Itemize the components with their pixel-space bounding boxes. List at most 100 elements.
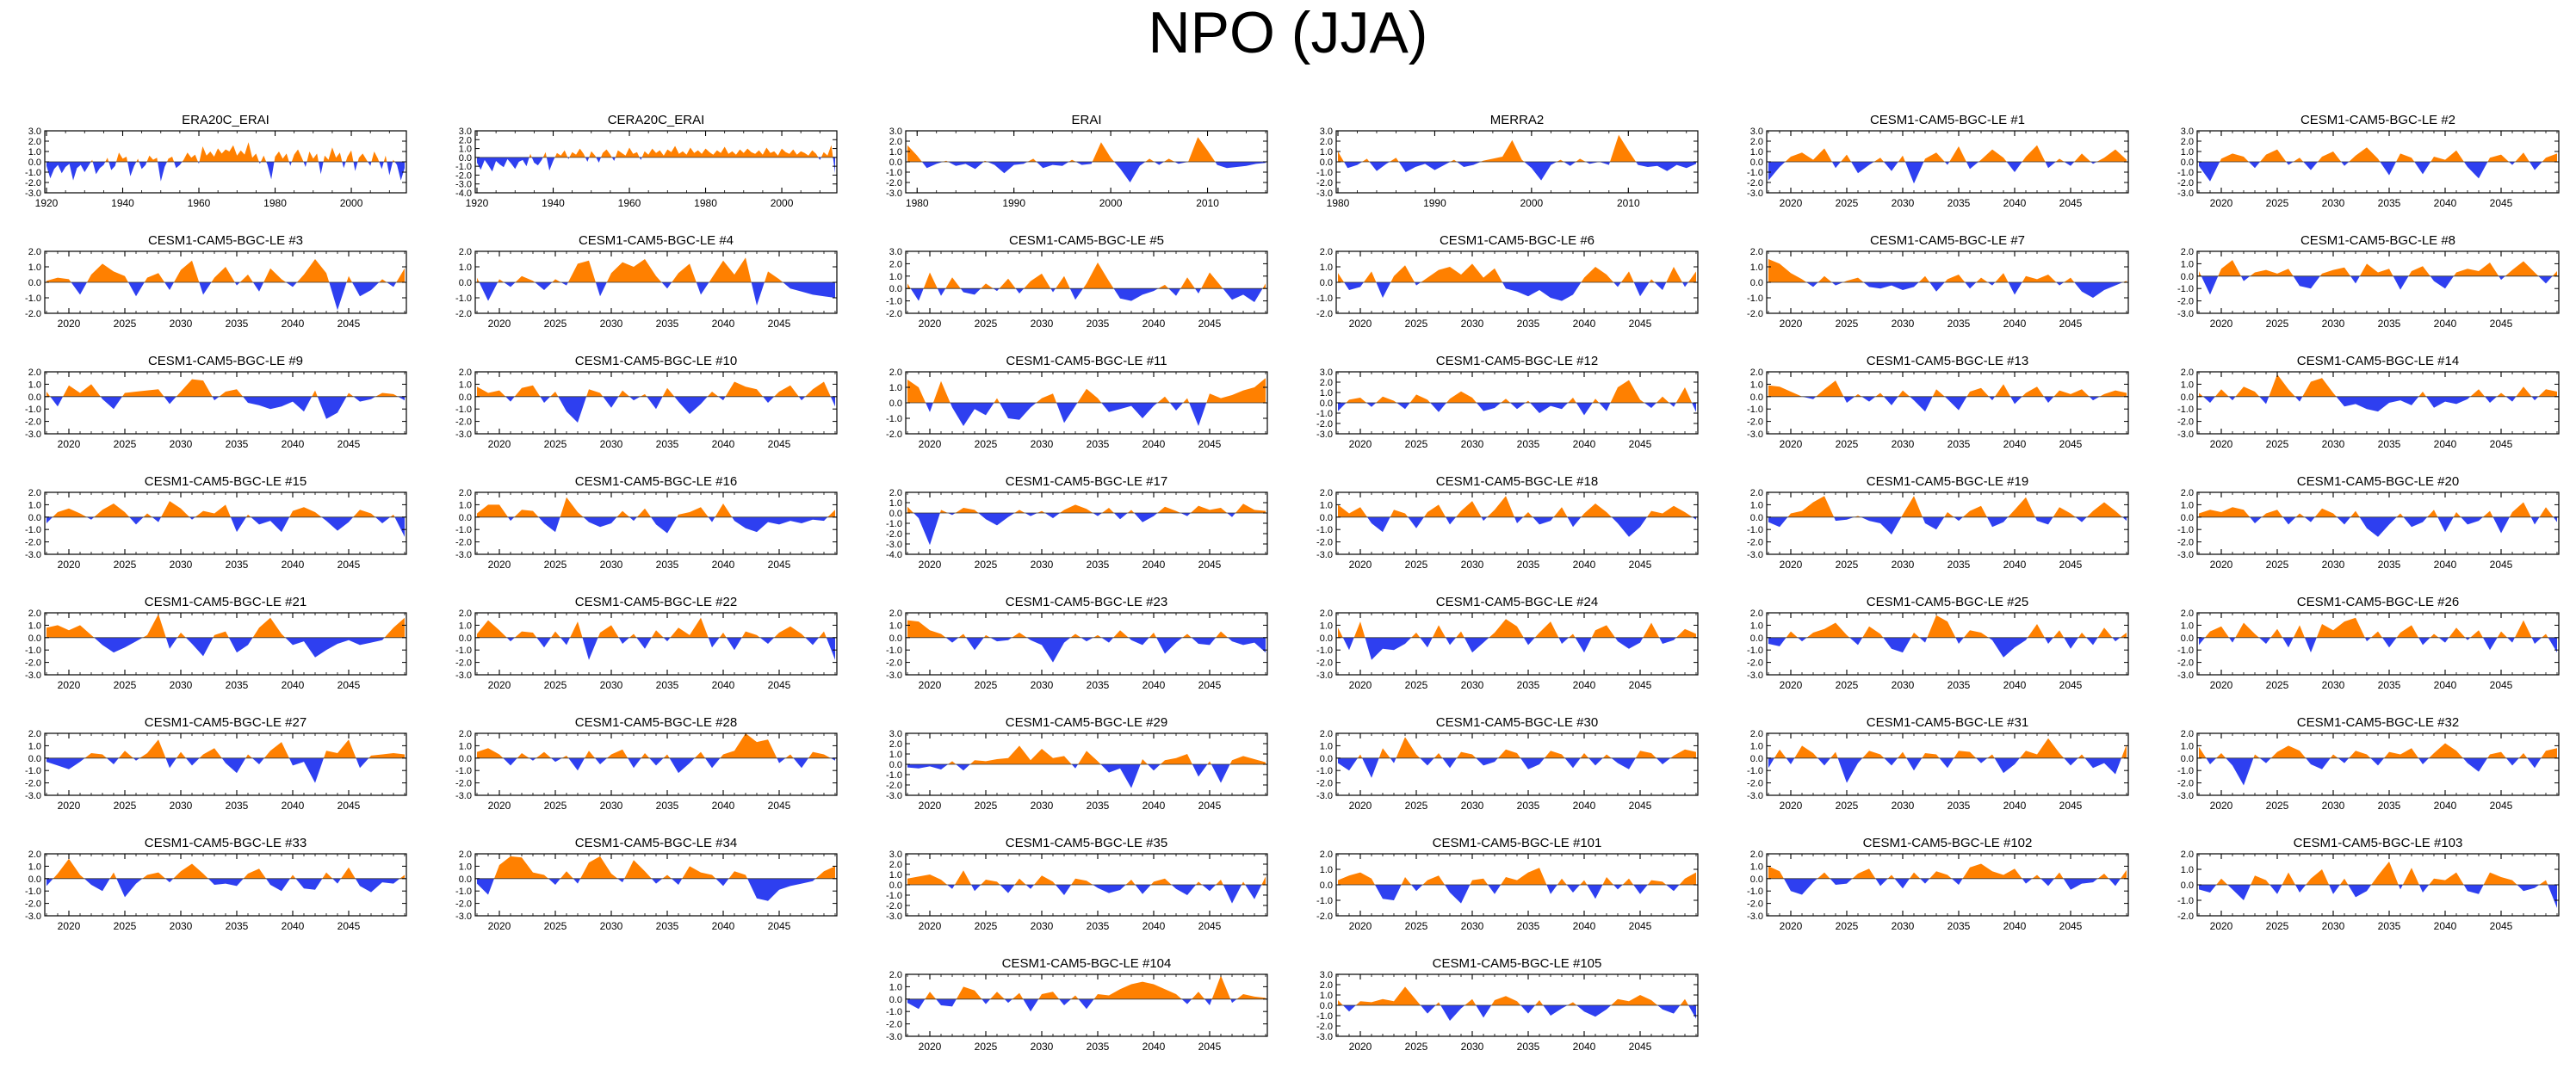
y-tick-label: -3.0 <box>1747 429 1763 440</box>
x-tick-label: 2020 <box>488 800 511 812</box>
y-tick-label: 3.0 <box>889 850 902 860</box>
x-tick-label: 2025 <box>2266 197 2289 209</box>
x-tick-label: 2025 <box>544 800 567 812</box>
x-tick-label: 2035 <box>1087 679 1110 691</box>
y-tick-label: 3.0 <box>28 127 41 137</box>
x-tick-label: 2030 <box>1031 1041 1054 1053</box>
negative-area <box>1344 162 1696 181</box>
negative-area <box>506 637 835 660</box>
x-tick-label: 2035 <box>1517 318 1540 330</box>
x-tick-label: 2040 <box>1573 800 1596 812</box>
y-tick-label: -1.0 <box>25 525 41 535</box>
negative-area <box>50 396 406 419</box>
panel-title: CESM1-CAM5-BGC-LE #5 <box>1009 233 1164 248</box>
x-tick-label: 2040 <box>2434 800 2457 812</box>
x-tick-label: 2020 <box>58 679 81 691</box>
y-tick-label: -3.0 <box>455 429 472 440</box>
negative-area <box>1783 878 2121 895</box>
y-tick-label: 1.0 <box>1750 263 1763 273</box>
x-tick-label: 2000 <box>1099 197 1123 209</box>
y-tick-label: -1.0 <box>2177 405 2194 415</box>
y-tick-label: 0.0 <box>889 995 902 1005</box>
y-tick-label: -2.0 <box>455 658 472 669</box>
panel-title: CESM1-CAM5-BGC-LE #3 <box>148 233 303 248</box>
x-tick-label: 2020 <box>58 920 81 932</box>
y-tick-label: -1.0 <box>455 766 472 776</box>
x-tick-label: 2025 <box>114 438 137 450</box>
y-tick-label: 2.0 <box>459 850 472 860</box>
y-tick-label: -2.0 <box>1316 658 1333 669</box>
x-tick-label: 2020 <box>2210 197 2233 209</box>
y-tick-label: 0.0 <box>889 284 902 294</box>
x-tick-label: 2040 <box>712 318 735 330</box>
panel-title: CESM1-CAM5-BGC-LE #27 <box>145 715 307 730</box>
x-tick-label: 2025 <box>1405 438 1428 450</box>
positive-area <box>948 745 1266 764</box>
y-tick-label: 0.0 <box>889 399 902 409</box>
negative-area <box>1338 757 1671 778</box>
panel-title: CESM1-CAM5-BGC-LE #4 <box>579 233 734 248</box>
panel-13: CESM1-CAM5-BGC-LE #9 2.0 1.0 0.0 -1.0 -2.0-3.… <box>25 354 407 450</box>
y-tick-label: -2.0 <box>455 309 472 319</box>
x-tick-label: 2030 <box>600 920 623 932</box>
negative-area <box>907 998 1237 1012</box>
x-tick-label: 2025 <box>975 679 998 691</box>
negative-area <box>1344 282 1688 301</box>
x-tick-label: 2040 <box>282 318 305 330</box>
panel-title: ERAI <box>1071 113 1101 127</box>
x-tick-label: 2040 <box>712 559 735 571</box>
y-tick-label: -1.0 <box>886 297 902 307</box>
y-tick-label: 2.0 <box>2181 850 2194 860</box>
y-tick-label: -1.0 <box>886 519 902 529</box>
x-tick-label: 2045 <box>2059 800 2083 812</box>
y-tick-label: 0.0 <box>2181 513 2194 523</box>
y-tick-label: 2.0 <box>889 860 902 870</box>
panel-title: CESM1-CAM5-BGC-LE #15 <box>145 474 307 489</box>
y-tick-label: 1.0 <box>2181 380 2194 390</box>
y-tick-label: -2.0 <box>25 309 41 319</box>
x-tick-label: 2035 <box>226 800 249 812</box>
x-tick-label: 2025 <box>1836 197 1859 209</box>
y-tick-label: 3.0 <box>1320 127 1333 137</box>
y-tick-label: -2.0 <box>886 901 902 911</box>
y-tick-label: -1.0 <box>886 891 902 901</box>
x-tick-label: 2035 <box>1947 920 1971 932</box>
panel-title: MERRA2 <box>1490 113 1545 127</box>
x-tick-label: 2035 <box>1517 438 1540 450</box>
x-tick-label: 2030 <box>2322 438 2345 450</box>
y-tick-label: -1.0 <box>1747 525 1763 535</box>
x-tick-label: 2040 <box>2003 800 2027 812</box>
y-tick-label: -1.0 <box>25 887 41 897</box>
x-tick-label: 2035 <box>1947 559 1971 571</box>
positive-area <box>477 497 835 517</box>
panel-title: CESM1-CAM5-BGC-LE #101 <box>1433 836 1602 850</box>
y-tick-label: -2.0 <box>1747 178 1763 188</box>
x-tick-label: 2030 <box>170 559 193 571</box>
x-tick-label: 2035 <box>1947 800 1971 812</box>
panel-title: CESM1-CAM5-BGC-LE #30 <box>1436 715 1598 730</box>
y-tick-label: 1.0 <box>2181 147 2194 158</box>
x-tick-label: 2025 <box>544 679 567 691</box>
x-tick-label: 2025 <box>544 559 567 571</box>
y-tick-label: -1.0 <box>455 405 472 415</box>
y-tick-label: -2.0 <box>886 309 902 319</box>
x-tick-label: 2040 <box>2434 559 2457 571</box>
panel-title: CESM1-CAM5-BGC-LE #24 <box>1436 595 1598 609</box>
y-tick-label: -2.0 <box>886 429 902 440</box>
y-tick-label: -3.0 <box>455 550 472 560</box>
x-tick-label: 2035 <box>2378 679 2401 691</box>
x-tick-label: 2025 <box>114 559 137 571</box>
x-tick-label: 2030 <box>2322 197 2345 209</box>
y-tick-label: 2.0 <box>28 729 41 739</box>
negative-area <box>1367 516 1696 537</box>
x-tick-label: 2040 <box>282 559 305 571</box>
panel-title: CESM1-CAM5-BGC-LE #6 <box>1440 233 1595 248</box>
y-tick-label: -1.0 <box>25 766 41 776</box>
y-tick-label: 1.0 <box>1320 263 1333 273</box>
y-tick-label: -1.0 <box>886 1007 902 1017</box>
x-tick-label: 2040 <box>1142 920 1166 932</box>
x-tick-label: 2025 <box>975 920 998 932</box>
positive-area <box>529 145 833 158</box>
y-tick-label: -3.0 <box>455 180 472 190</box>
